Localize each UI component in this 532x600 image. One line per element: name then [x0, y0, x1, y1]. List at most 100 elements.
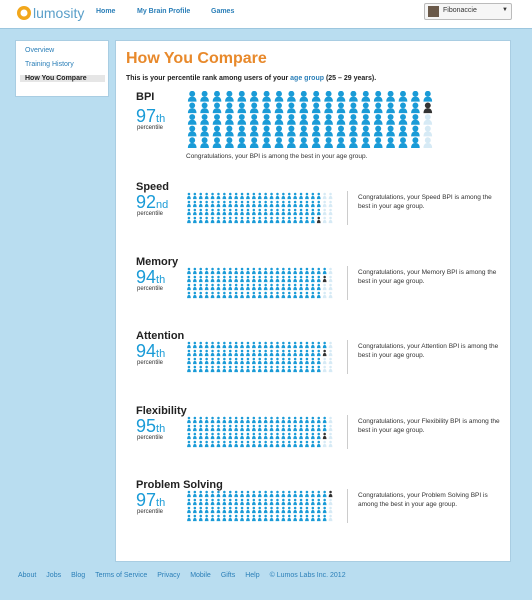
person-head [329, 365, 332, 369]
person-head [287, 192, 291, 196]
person-body [322, 219, 327, 224]
person-body [299, 203, 303, 208]
person-head [293, 490, 297, 494]
copyright: © Lumos Labs Inc. 2012 [269, 572, 346, 579]
person-body [216, 493, 221, 498]
person-head [211, 216, 214, 220]
person-body [275, 203, 280, 208]
person-head [217, 291, 220, 294]
person-head [299, 490, 303, 494]
person-head [412, 91, 419, 97]
sidebar-item[interactable]: How You Compare [20, 75, 105, 82]
person-body [222, 195, 227, 200]
section-name: Attention [136, 330, 185, 342]
person-head [311, 490, 315, 494]
percentile-value: 94th [136, 342, 165, 363]
sidebar-item[interactable]: Overview [25, 47, 55, 54]
person-head [199, 192, 203, 196]
footer-link[interactable]: Mobile [190, 572, 211, 579]
person-body [210, 294, 215, 298]
percentile-value: 95th [136, 417, 165, 438]
person-body [275, 294, 280, 298]
footer-link[interactable]: Help [245, 572, 260, 579]
person-head [329, 267, 332, 270]
person-head [264, 349, 267, 353]
person-body [287, 443, 292, 447]
person-head [313, 102, 320, 109]
footer-link[interactable]: Gifts [220, 572, 236, 579]
person-body [187, 509, 191, 514]
person-head [323, 192, 326, 196]
person-body [234, 517, 239, 522]
person-head [287, 216, 291, 220]
person-head [193, 514, 197, 518]
footer-link[interactable]: About [18, 572, 37, 579]
person-body [200, 142, 209, 148]
person-head [288, 114, 295, 120]
person-body [198, 427, 203, 431]
person-body [204, 517, 209, 522]
person-body [349, 131, 358, 137]
person-body [251, 419, 256, 423]
section-name: BPI [136, 91, 155, 103]
person-head [199, 365, 203, 369]
footer-link[interactable]: Privacy [157, 572, 181, 579]
person-head [299, 365, 303, 369]
person-body [287, 419, 292, 423]
person-head [276, 137, 282, 144]
footer-link[interactable]: Jobs [46, 572, 62, 579]
person-body [212, 131, 222, 137]
person-head [276, 416, 279, 419]
person-head [228, 341, 232, 345]
person-head [325, 114, 332, 120]
person-head [199, 200, 203, 204]
person-head [199, 357, 203, 361]
person-head [228, 275, 232, 278]
user-menu[interactable]: Fibonaccie ▼ [424, 3, 512, 20]
intro-link[interactable]: age group [290, 75, 324, 82]
person-head [282, 216, 285, 220]
person-body [210, 278, 215, 282]
person-body [287, 517, 292, 522]
person-body [287, 203, 292, 208]
person-body [200, 119, 209, 125]
nav-link[interactable]: Home [96, 8, 116, 15]
person-body [228, 195, 233, 200]
person-body [322, 352, 327, 357]
person-head [305, 200, 309, 204]
person-body [240, 493, 244, 498]
person-head [264, 192, 267, 196]
person-head [287, 283, 291, 286]
person-body [246, 294, 250, 298]
sidebar-item[interactable]: Training History [25, 61, 74, 68]
footer-link[interactable]: Terms of Service [95, 572, 148, 579]
person-head [323, 416, 326, 419]
person-body [251, 443, 256, 447]
person-head [264, 440, 267, 443]
person-body [240, 352, 244, 357]
logo[interactable]: lumosity [33, 5, 85, 21]
person-head [400, 91, 406, 97]
person-head [234, 341, 238, 345]
person-body [198, 219, 203, 224]
person-head [240, 514, 244, 518]
person-head [211, 208, 214, 212]
person-body [281, 419, 286, 423]
person-head [246, 416, 250, 419]
person-head [270, 349, 273, 353]
person-head [223, 424, 226, 427]
nav-link[interactable]: Games [211, 8, 235, 15]
person-body [281, 286, 286, 290]
person-body [234, 443, 239, 447]
person-body [192, 195, 197, 200]
footer-link[interactable]: Blog [71, 572, 86, 579]
person-body [210, 286, 215, 290]
person-body [398, 96, 408, 102]
person-head [362, 125, 369, 132]
person-head [350, 114, 357, 120]
person-body [210, 419, 215, 423]
nav-link[interactable]: My Brain Profile [137, 8, 191, 15]
person-head [234, 283, 238, 286]
person-head [400, 102, 406, 109]
person-body [287, 142, 296, 148]
